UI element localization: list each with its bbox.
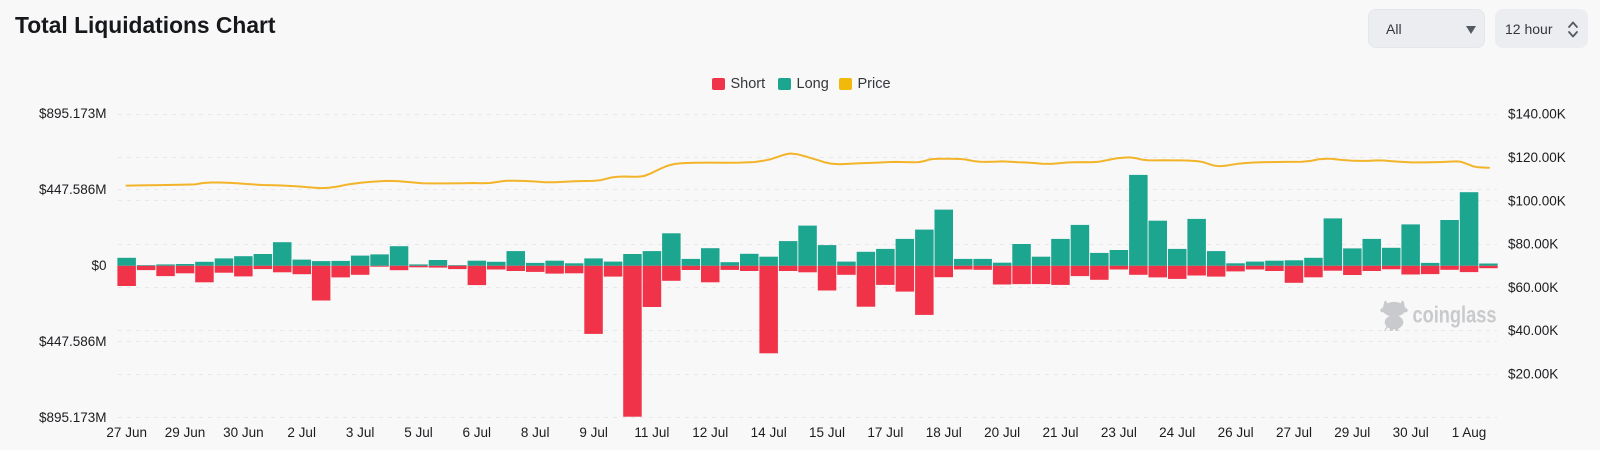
svg-text:6 Jul: 6 Jul	[463, 425, 492, 440]
svg-text:26 Jul: 26 Jul	[1218, 425, 1254, 440]
svg-text:$895.173M: $895.173M	[39, 106, 107, 121]
svg-text:21 Jul: 21 Jul	[1042, 425, 1078, 440]
svg-text:1 Aug: 1 Aug	[1452, 425, 1487, 440]
svg-text:$100.00K: $100.00K	[1508, 193, 1566, 208]
svg-text:29 Jun: 29 Jun	[165, 425, 206, 440]
svg-text:9 Jul: 9 Jul	[579, 425, 608, 440]
svg-text:18 Jul: 18 Jul	[926, 425, 962, 440]
svg-text:17 Jul: 17 Jul	[867, 425, 903, 440]
svg-text:30 Jun: 30 Jun	[223, 425, 264, 440]
svg-text:$80.00K: $80.00K	[1508, 237, 1558, 252]
svg-text:3 Jul: 3 Jul	[346, 425, 375, 440]
svg-text:5 Jul: 5 Jul	[404, 425, 433, 440]
svg-text:$120.00K: $120.00K	[1508, 150, 1566, 165]
svg-text:2 Jul: 2 Jul	[287, 425, 316, 440]
svg-text:15 Jul: 15 Jul	[809, 425, 845, 440]
svg-text:27 Jul: 27 Jul	[1276, 425, 1312, 440]
svg-text:$895.173M: $895.173M	[39, 410, 107, 425]
svg-text:29 Jul: 29 Jul	[1334, 425, 1370, 440]
svg-text:30 Jul: 30 Jul	[1393, 425, 1429, 440]
svg-text:coinglass: coinglass	[1413, 302, 1497, 328]
svg-text:27 Jun: 27 Jun	[106, 425, 147, 440]
svg-text:$40.00K: $40.00K	[1508, 323, 1558, 338]
svg-text:$140.00K: $140.00K	[1508, 107, 1566, 122]
svg-text:$20.00K: $20.00K	[1508, 367, 1558, 382]
svg-text:$60.00K: $60.00K	[1508, 280, 1558, 295]
svg-text:14 Jul: 14 Jul	[751, 425, 787, 440]
svg-text:23 Jul: 23 Jul	[1101, 425, 1137, 440]
svg-text:8 Jul: 8 Jul	[521, 425, 550, 440]
svg-text:20 Jul: 20 Jul	[984, 425, 1020, 440]
svg-text:$0: $0	[91, 258, 106, 273]
svg-text:$447.586M: $447.586M	[39, 334, 107, 349]
svg-text:11 Jul: 11 Jul	[634, 425, 669, 440]
svg-text:12 Jul: 12 Jul	[692, 425, 728, 440]
svg-text:24 Jul: 24 Jul	[1159, 425, 1195, 440]
svg-text:$447.586M: $447.586M	[39, 182, 107, 197]
